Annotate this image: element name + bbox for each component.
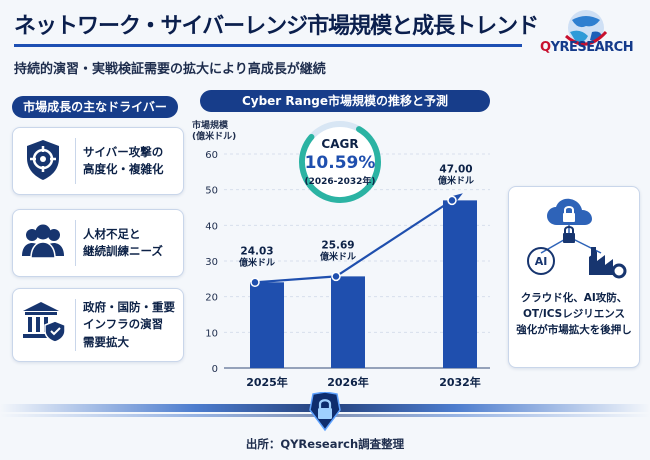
page-title: ネットワーク・サイバーレンジ市場規模と成長トレンド [14, 14, 539, 39]
footer-band [0, 392, 650, 432]
market-size-chart: 市場規模(億米ドル) 0 10 20 30 40 50 60 2025年 2026年 2032年 24… [192, 119, 490, 389]
people-icon [22, 224, 64, 259]
title-underline [14, 44, 522, 47]
page-subtitle: 持続的演習・実戦検証需要の拡大により高成長が継続 [14, 62, 326, 77]
driver-2-line-1: 人材不足と [83, 226, 141, 241]
bar [250, 282, 284, 368]
bar [331, 276, 365, 368]
y-axis-label: 市場規模 [192, 119, 229, 131]
trend-card: AI クラウド化、AI攻防、 OT/ICSレジリエンス 強化が市場拡大を後押し [508, 186, 640, 368]
qyresearch-globe-icon [564, 10, 608, 46]
drivers-heading: 市場成長の主なドライバー [12, 96, 178, 118]
cloud-ai-industrial-icon: AI [527, 198, 627, 279]
logo-wordmark: YRESEARCH [550, 40, 634, 55]
trend-line-3: 強化が市場拡大を後押し [516, 323, 632, 336]
trend-card-text: クラウド化、AI攻防、 OT/ICSレジリエンス 強化が市場拡大を後押し [513, 291, 635, 338]
y-tick-label: 30 [205, 257, 218, 268]
driver-card-attacks: サイバー攻撃の 高度化・複雑化 [12, 127, 184, 195]
qyresearch-logo-text: QYRESEARCH [540, 40, 634, 55]
x-tick-label: 2026年 [327, 375, 369, 389]
driver-3-line-1: 政府・国防・重要 [83, 300, 175, 315]
data-label-unit: 億米ドル [438, 174, 474, 186]
chart-heading: Cyber Range市場規模の推移と予測 [200, 90, 490, 112]
data-label: 24.03 [240, 245, 273, 257]
y-tick-label: 50 [205, 186, 218, 197]
y-tick-label: 10 [205, 328, 218, 339]
government-shield-icon [23, 302, 66, 343]
y-axis-unit: (億米ドル) [192, 130, 236, 142]
data-label-unit: 億米ドル [320, 250, 356, 262]
cagr-period: (2026-2032年) [304, 175, 375, 187]
lock-shield-icon [309, 392, 341, 432]
y-tick-label: 20 [205, 293, 218, 304]
driver-2-line-2: 継続訓練ニーズ [83, 244, 163, 258]
y-tick-label: 0 [212, 364, 218, 375]
shield-target-icon [27, 140, 59, 180]
cagr-value: 10.59% [305, 153, 376, 173]
driver-1-line-1: サイバー攻撃の [83, 144, 164, 159]
trend-line-1: クラウド化、AI攻防、 [520, 292, 628, 304]
data-point [447, 195, 457, 206]
driver-card-government: 政府・国防・重要 インフラの演習 需要拡大 [12, 288, 184, 362]
source-note: 出所：QYResearch調査整理 [245, 437, 405, 451]
data-label: 25.69 [321, 239, 354, 251]
bar [443, 200, 477, 368]
y-tick-label: 40 [205, 221, 218, 232]
data-label: 47.00 [439, 163, 472, 175]
data-label-unit: 億米ドル [239, 256, 275, 268]
driver-text-attacks: サイバー攻撃の 高度化・複雑化 [83, 128, 179, 194]
x-tick-label: 2032年 [439, 375, 481, 389]
driver-text-government: 政府・国防・重要 インフラの演習 需要拡大 [83, 289, 179, 361]
data-point [331, 271, 341, 282]
driver-text-talent: 人材不足と継続訓練ニーズ [83, 210, 179, 276]
driver-3-line-2: インフラの演習 [83, 317, 164, 332]
data-point [250, 277, 260, 288]
x-tick-label: 2025年 [246, 375, 288, 389]
driver-1-line-2: 高度化・複雑化 [83, 162, 164, 176]
driver-3-line-3: 需要拡大 [83, 334, 129, 349]
cagr-label: CAGR [321, 137, 358, 151]
driver-card-talent: 人材不足と継続訓練ニーズ [12, 209, 184, 277]
y-tick-label: 60 [205, 150, 218, 161]
logo-letter-q: Q [540, 40, 551, 55]
trend-line-2: OT/ICSレジリエンス [522, 307, 626, 320]
svg-text:AI: AI [535, 255, 548, 268]
cagr-ring-progress [299, 121, 381, 203]
